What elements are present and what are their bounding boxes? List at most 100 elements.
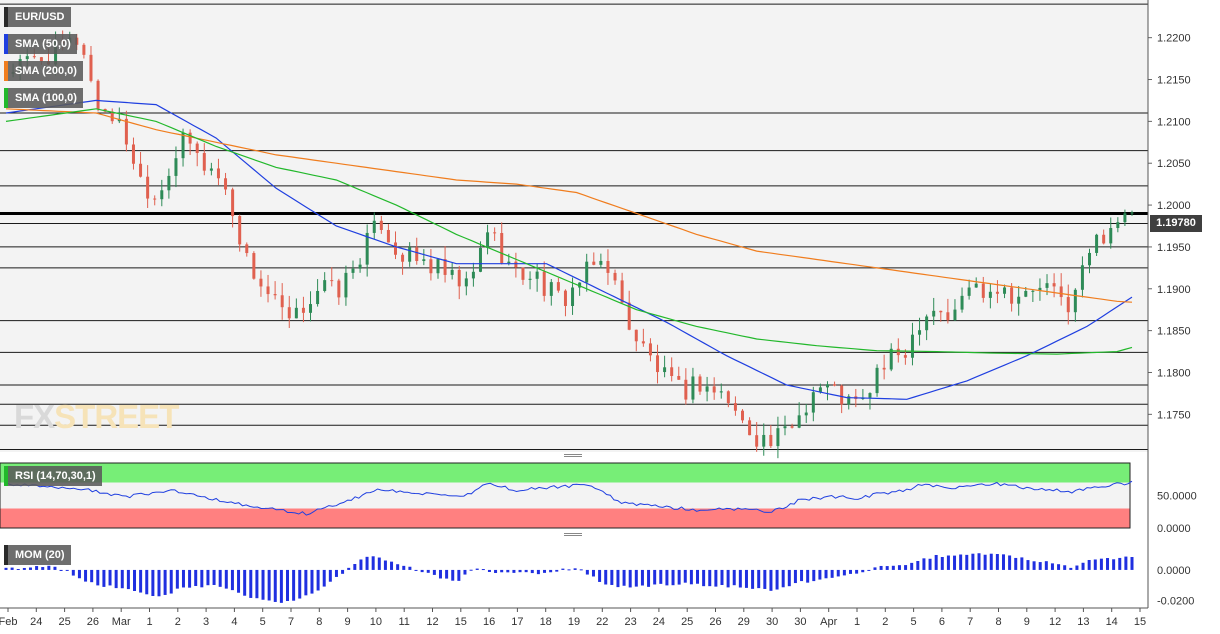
candle-bearish[interactable] <box>542 271 546 296</box>
candle-bearish[interactable] <box>882 367 886 370</box>
mom-bar[interactable] <box>983 554 987 570</box>
candle-bearish[interactable] <box>741 410 745 421</box>
candle-bearish[interactable] <box>32 56 36 58</box>
mom-bar[interactable] <box>702 569 706 587</box>
candle-bullish[interactable] <box>571 287 575 306</box>
mom-bar[interactable] <box>169 569 173 594</box>
candle-bullish[interactable] <box>825 384 829 388</box>
mom-bar[interactable] <box>1014 557 1018 570</box>
mom-bar[interactable] <box>971 553 975 570</box>
mom-bar[interactable] <box>175 569 179 589</box>
candle-bearish[interactable] <box>1052 283 1056 287</box>
candle-bullish[interactable] <box>344 272 348 298</box>
candle-bearish[interactable] <box>280 295 284 308</box>
mom-bar[interactable] <box>506 569 510 573</box>
mom-bar[interactable] <box>249 569 253 598</box>
candle-bearish[interactable] <box>401 254 405 262</box>
candle-bullish[interactable] <box>174 158 178 176</box>
candle-bullish[interactable] <box>372 220 376 233</box>
mom-bar[interactable] <box>47 565 51 570</box>
mom-bar[interactable] <box>775 569 779 590</box>
mom-bar[interactable] <box>953 555 957 570</box>
candle-bullish[interactable] <box>691 376 695 400</box>
mom-bar[interactable] <box>1075 565 1079 570</box>
mom-bar[interactable] <box>946 555 950 570</box>
mom-bar[interactable] <box>696 569 700 584</box>
mom-bar[interactable] <box>1093 559 1097 570</box>
mom-bar[interactable] <box>408 566 412 570</box>
candle-bullish[interactable] <box>1045 283 1049 288</box>
mom-bar[interactable] <box>1008 555 1012 570</box>
candle-bullish[interactable] <box>663 367 667 373</box>
mom-bar[interactable] <box>573 568 577 570</box>
mom-bar[interactable] <box>604 569 608 585</box>
mom-bar[interactable] <box>965 554 969 570</box>
mom-bar[interactable] <box>243 569 247 596</box>
mom-bar[interactable] <box>194 569 198 586</box>
price-panel[interactable] <box>0 0 1148 459</box>
candle-bullish[interactable] <box>818 387 822 393</box>
mom-bar[interactable] <box>108 569 112 586</box>
candle-bearish[interactable] <box>238 216 242 245</box>
candle-bullish[interactable] <box>1031 290 1035 292</box>
mom-bar[interactable] <box>665 569 669 586</box>
mom-bar[interactable] <box>402 565 406 570</box>
candle-bullish[interactable] <box>1116 222 1120 229</box>
mom-bar[interactable] <box>904 565 908 570</box>
mom-bar[interactable] <box>598 569 602 582</box>
mom-bar[interactable] <box>494 569 498 573</box>
candle-bearish[interactable] <box>790 426 794 428</box>
candle-bullish[interactable] <box>974 283 978 288</box>
mom-bar[interactable] <box>414 569 418 571</box>
mom-bar[interactable] <box>1069 567 1073 570</box>
mom-bar[interactable] <box>653 569 657 585</box>
candle-bearish[interactable] <box>521 267 525 280</box>
candle-bullish[interactable] <box>1088 252 1092 266</box>
candle-bearish[interactable] <box>748 420 752 436</box>
candle-bearish[interactable] <box>1066 297 1070 313</box>
mom-bar[interactable] <box>475 568 479 570</box>
candle-bullish[interactable] <box>181 132 185 159</box>
mom-bar[interactable] <box>237 569 241 593</box>
candle-bearish[interactable] <box>939 310 943 313</box>
mom-bar[interactable] <box>628 569 632 588</box>
candle-bearish[interactable] <box>330 280 334 282</box>
candle-bearish[interactable] <box>216 168 220 179</box>
mom-bar[interactable] <box>500 569 504 573</box>
candle-bullish[interactable] <box>25 56 29 60</box>
candle-bullish[interactable] <box>719 391 723 393</box>
candle-bullish[interactable] <box>811 392 815 413</box>
candle-bearish[interactable] <box>337 280 341 298</box>
mom-bar[interactable] <box>910 562 914 570</box>
mom-bar[interactable] <box>579 569 583 571</box>
mom-bar[interactable] <box>622 569 626 586</box>
candle-bearish[interactable] <box>1010 287 1014 304</box>
legend-mom[interactable]: MOM (20) <box>4 545 71 565</box>
mom-bar[interactable] <box>255 569 259 599</box>
mom-bar[interactable] <box>420 569 424 573</box>
mom-bar[interactable] <box>830 569 834 578</box>
mom-bar[interactable] <box>286 569 289 601</box>
mom-bar[interactable] <box>634 569 638 587</box>
mom-bar[interactable] <box>310 569 314 594</box>
candle-bearish[interactable] <box>89 54 93 81</box>
mom-bar[interactable] <box>145 569 149 595</box>
sma-50-line[interactable] <box>5 99 1133 400</box>
mom-bar[interactable] <box>787 569 791 587</box>
candle-bullish[interactable] <box>294 307 298 319</box>
candle-bullish[interactable] <box>804 412 808 416</box>
mom-bar[interactable] <box>114 569 118 589</box>
mom-bar[interactable] <box>4 567 8 570</box>
mom-bar[interactable] <box>463 569 467 575</box>
mom-bar[interactable] <box>518 569 522 573</box>
candle-bullish[interactable] <box>1073 289 1077 313</box>
candle-bullish[interactable] <box>450 269 454 275</box>
candle-bearish[interactable] <box>1059 286 1063 298</box>
candle-bullish[interactable] <box>422 259 426 262</box>
candle-bearish[interactable] <box>563 290 567 306</box>
candle-bullish[interactable] <box>1130 212 1134 214</box>
mom-bar[interactable] <box>1087 559 1091 570</box>
mom-bar[interactable] <box>59 569 63 571</box>
mom-bar[interactable] <box>989 553 993 570</box>
mom-bar[interactable] <box>897 565 901 570</box>
